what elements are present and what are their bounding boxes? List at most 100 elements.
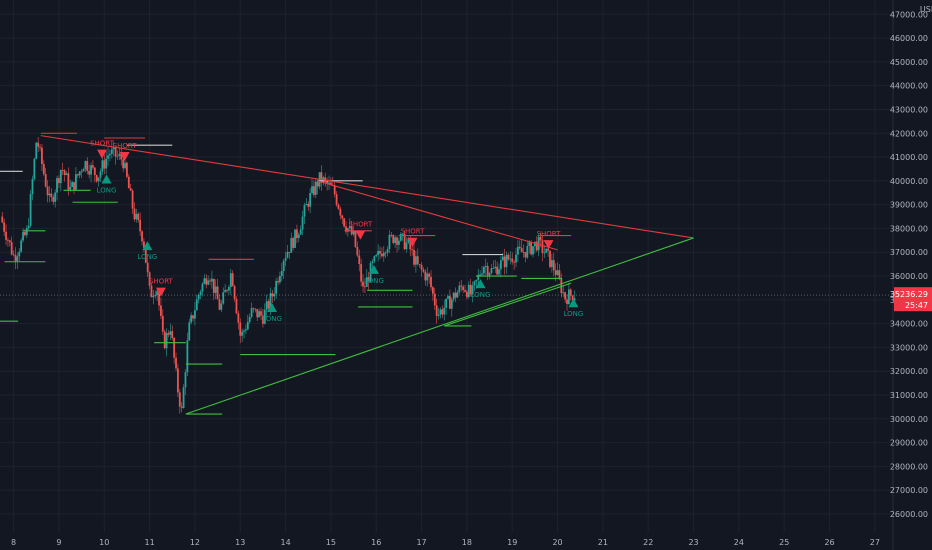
candle-body (90, 165, 92, 175)
candle-body (545, 248, 548, 253)
candle-body (243, 330, 245, 332)
price-tick-label: 28000.00 (890, 462, 928, 471)
price-tick-label: 37000.00 (890, 248, 928, 257)
date-tick-label: 21 (598, 538, 608, 547)
candle-body (33, 158, 36, 179)
descending-resistance-1 (40, 135, 694, 239)
candle-body (294, 229, 296, 248)
candle-body (352, 231, 355, 235)
candle-body (93, 167, 96, 176)
candle-body (22, 232, 24, 241)
candle-body (25, 228, 28, 236)
candle-body (558, 270, 561, 279)
candle-body (305, 203, 308, 206)
candle-body (469, 284, 472, 295)
candle-body (129, 188, 132, 191)
price-tick-label: 42000.00 (890, 129, 928, 138)
candle-body (220, 303, 223, 310)
price-tick-label: 31000.00 (890, 391, 928, 400)
candle-body (233, 285, 236, 299)
candle-body (95, 175, 98, 182)
candle-body (524, 252, 527, 258)
candle-body (222, 292, 225, 304)
trendline-group[interactable] (40, 135, 694, 415)
candle-body (413, 249, 415, 265)
candle-body (348, 226, 351, 229)
candle-body (301, 216, 304, 230)
candle-body (250, 308, 253, 317)
candle-body (160, 305, 162, 316)
candle-body (141, 231, 143, 242)
candle-body (118, 153, 121, 156)
candle-body (330, 182, 332, 186)
candle-body (7, 239, 9, 241)
candle-body (394, 237, 397, 243)
candle-body (439, 309, 442, 315)
candle-body (165, 333, 168, 349)
candle-body (411, 249, 414, 251)
candle-body (373, 256, 376, 262)
short-label: SHORT (348, 221, 373, 229)
candle-body (288, 251, 291, 253)
candle-body (245, 329, 247, 331)
candle-body (188, 322, 191, 341)
candle-body (5, 231, 7, 240)
candle-body (175, 357, 177, 369)
candle-body (379, 251, 381, 254)
candle-body (135, 213, 138, 220)
ascending-support-1 (185, 237, 694, 415)
candle-body (163, 331, 166, 349)
candle-body (384, 252, 387, 254)
candle-body (337, 204, 340, 209)
candle-body (52, 197, 55, 202)
candle-body (80, 171, 83, 173)
candle-body (292, 238, 295, 248)
candle-body (362, 281, 364, 287)
date-tick-label: 25 (779, 538, 789, 547)
candle-body (456, 292, 459, 298)
candle-body (464, 290, 466, 292)
candle-body (18, 251, 21, 257)
candle-body (61, 170, 64, 171)
price-tick-label: 47000.00 (890, 10, 928, 19)
candle-body (475, 279, 478, 282)
candle-body (8, 240, 11, 243)
date-tick-label: 10 (99, 538, 109, 547)
long-label: LONG (364, 277, 384, 285)
candle-body (248, 317, 251, 322)
candle-body (450, 299, 453, 309)
candle-body (382, 252, 385, 257)
candle-body (207, 280, 210, 285)
level-lines (0, 132, 893, 415)
candle-body (216, 286, 219, 300)
candle-body (341, 215, 344, 219)
candle-body (309, 193, 312, 207)
candle-body (10, 242, 13, 255)
candle-body (258, 311, 261, 318)
candle-body (65, 173, 68, 175)
candle-body (190, 315, 193, 323)
date-tick-label: 17 (416, 538, 426, 547)
time-axis[interactable]: 8 9 10 11 12 13 14 15 16 17 18 19 20 21 22 23 24 25 26 27 (11, 538, 880, 547)
candle-body (167, 333, 170, 335)
price-axis[interactable]: USD 47000.00 46000.00 45000.00 44000.00 4300… (890, 5, 932, 519)
candle-body (144, 248, 147, 263)
candle-body (415, 256, 417, 265)
candle-body (158, 291, 160, 306)
candle-body (311, 186, 313, 194)
candle-body (124, 162, 126, 169)
candle-body (477, 274, 480, 280)
candle-body (356, 246, 359, 256)
price-tick-label: 41000.00 (890, 153, 928, 162)
candle-body (229, 273, 232, 287)
price-tick-label: 40000.00 (890, 177, 928, 186)
candle-body (41, 147, 43, 164)
candle-body (407, 238, 410, 243)
candle-body (445, 298, 448, 308)
candle-body (358, 255, 361, 265)
candle-body (499, 260, 502, 270)
candle-body (241, 331, 244, 336)
long-arrow (142, 241, 153, 251)
candle-body (326, 179, 329, 184)
